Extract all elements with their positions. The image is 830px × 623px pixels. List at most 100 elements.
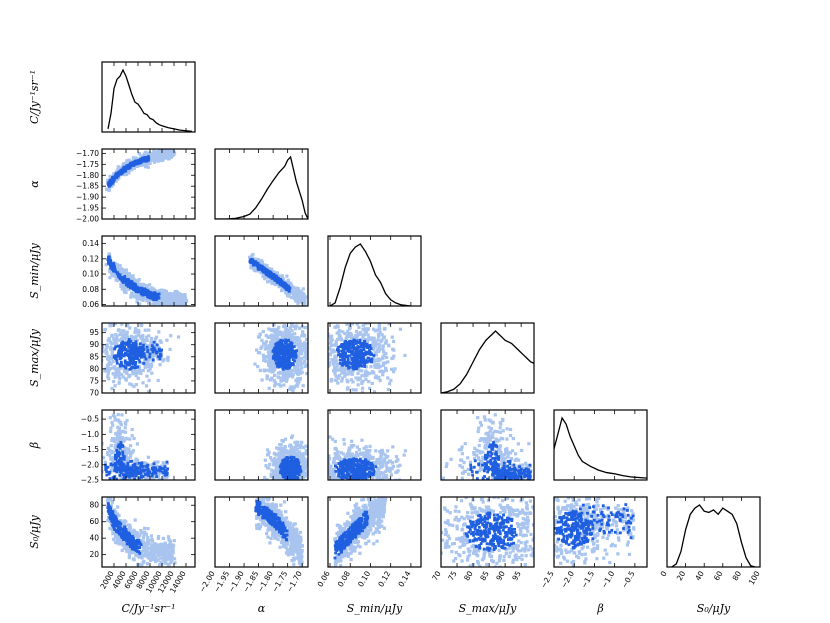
xtick-label: 85: [478, 569, 491, 582]
ytick-label: 40: [89, 534, 99, 543]
xtick-label: 75: [446, 569, 459, 582]
xlabel-S0: S₀/μJy: [697, 602, 731, 615]
density-Smin-vs-C: [104, 252, 189, 306]
ylabel-beta: β: [28, 442, 41, 449]
panel-S0-vs-Smin: 0.06 0.08 0.10 0.12 0.14: [316, 496, 422, 588]
panel-alpha-vs-C: −2.00 −1.95 −1.90 −1.85 −1.80 −1.75 −1.70: [76, 148, 196, 224]
ytick-label: 85: [89, 352, 99, 361]
xlabel-Smin: S_min/μJy: [347, 602, 403, 615]
panel-beta-vs-Smax: [440, 409, 535, 481]
histogram-alpha: [215, 155, 308, 219]
panel-Smin-vs-alpha: [214, 235, 309, 307]
panel-Smax-vs-C: 70 75 80 85 90 95: [89, 322, 196, 398]
xtick-label: 0.08: [336, 569, 352, 588]
xtick-label: −2.0: [559, 569, 576, 589]
ytick-label: −1.0: [81, 430, 99, 439]
density-S0-vs-Smax: [441, 497, 534, 567]
ytick-label: −2.0: [81, 460, 99, 469]
density-beta-vs-alpha: [260, 434, 308, 480]
xlabel-Smax: S_max/μJy: [459, 602, 517, 615]
panel-alpha-vs-alpha: [214, 148, 309, 220]
xtick-label: 100: [747, 569, 762, 586]
panel-S0-vs-Smax: 70 75 80 85 90 95: [430, 496, 535, 582]
panel-S0-vs-S0: 0 20 40 60 80 100: [659, 496, 762, 586]
panels-layer: −2.00−1.95−1.90−1.85−1.80−1.75−1.700.060…: [76, 61, 762, 595]
ytick-label: 0.08: [82, 285, 99, 294]
xtick-label: 90: [494, 569, 507, 582]
ytick-label: −1.90: [76, 193, 99, 202]
density-beta-vs-Smax: [441, 410, 533, 480]
histogram-Smin: [329, 243, 411, 306]
xtick-label: −1.0: [599, 569, 616, 589]
ytick-label: 0.06: [82, 300, 99, 309]
density-S0-vs-C: [105, 497, 177, 567]
xtick-label: 95: [510, 569, 523, 582]
density-Smin-vs-alpha: [247, 252, 308, 306]
panel-C-vs-C: [101, 61, 196, 133]
xtick-label: 0.10: [356, 569, 372, 588]
ytick-label: −2.00: [76, 215, 99, 224]
xlabel-beta: β: [596, 602, 603, 615]
ylabel-alpha: α: [28, 180, 41, 188]
ylabel-Smin: S_min/μJy: [28, 242, 41, 298]
density-beta-vs-Smin: [328, 435, 408, 480]
ytick-label: −1.80: [76, 171, 99, 180]
ytick-label: −1.5: [81, 445, 99, 454]
xtick-label: −0.5: [620, 569, 637, 589]
ytick-label: 0.12: [82, 254, 99, 263]
ytick-label: 80: [89, 501, 99, 510]
xlabel-C: C/Jy⁻¹sr⁻¹: [121, 602, 175, 615]
density-S0-vs-alpha: [254, 497, 305, 567]
ytick-label: −1.95: [76, 204, 99, 213]
ytick-label: 70: [89, 389, 99, 398]
density-S0-vs-beta: [554, 497, 636, 567]
density-Smax-vs-alpha: [253, 323, 308, 393]
panel-Smax-vs-Smax: [440, 322, 535, 394]
density-beta-vs-C: [102, 410, 170, 480]
histogram-C: [107, 68, 193, 132]
panel-beta-vs-Smin: [327, 409, 422, 481]
ytick-label: 60: [89, 517, 99, 526]
density-S0-vs-Smin: [333, 497, 388, 567]
panel-Smin-vs-C: 0.06 0.08 0.10 0.12 0.14: [82, 235, 196, 309]
xtick-label: 0: [659, 569, 669, 578]
panel-beta-vs-beta: [553, 409, 648, 481]
density-Smax-vs-C: [102, 323, 181, 393]
ytick-label: 0.10: [82, 270, 99, 279]
ytick-label: −1.70: [76, 149, 99, 158]
panel-S0-vs-alpha: −2.00−1.95−1.90−1.85−1.80−1.75−1.70: [197, 496, 309, 594]
panel-beta-vs-C: −2.5 −2.0 −1.5 −1.0 −0.5: [81, 409, 196, 485]
ytick-label: −2.5: [81, 476, 99, 485]
histogram-Smax: [441, 330, 534, 393]
ytick-label: 90: [89, 340, 99, 349]
panel-S0-vs-beta: −2.5 −2.0 −1.5 −1.0 −0.5: [539, 496, 648, 590]
xtick-label: 60: [712, 569, 725, 582]
density-Smax-vs-Smin: [328, 323, 407, 393]
ytick-label: −1.75: [76, 160, 99, 169]
histogram-S0: [671, 504, 756, 567]
ytick-label: 80: [89, 364, 99, 373]
xlabel-alpha: α: [258, 602, 266, 615]
ytick-label: 0.14: [82, 239, 99, 248]
xtick-label: −2.5: [539, 569, 556, 589]
panel-Smax-vs-Smin: [327, 322, 422, 394]
panel-beta-vs-alpha: [214, 409, 309, 481]
xtick-label: 0.06: [316, 569, 332, 588]
xtick-label: 0.14: [396, 569, 412, 588]
ytick-label: 20: [89, 550, 99, 559]
ylabel-Smax: S_max/μJy: [28, 328, 41, 386]
xtick-label: 0.12: [376, 569, 392, 588]
ytick-label: 95: [89, 328, 99, 337]
xtick-label: 20: [675, 569, 688, 582]
ylabel-S0: S₀/μJy: [28, 515, 41, 549]
xtick-label: 70: [430, 569, 443, 582]
xtick-label: −1.5: [579, 569, 596, 589]
density-alpha-vs-C: [104, 149, 177, 192]
xtick-label: 40: [693, 569, 706, 582]
xtick-label: 80: [462, 569, 475, 582]
panel-Smin-vs-Smin: [327, 235, 422, 307]
ytick-label: −1.85: [76, 182, 99, 191]
histogram-beta: [554, 416, 647, 479]
